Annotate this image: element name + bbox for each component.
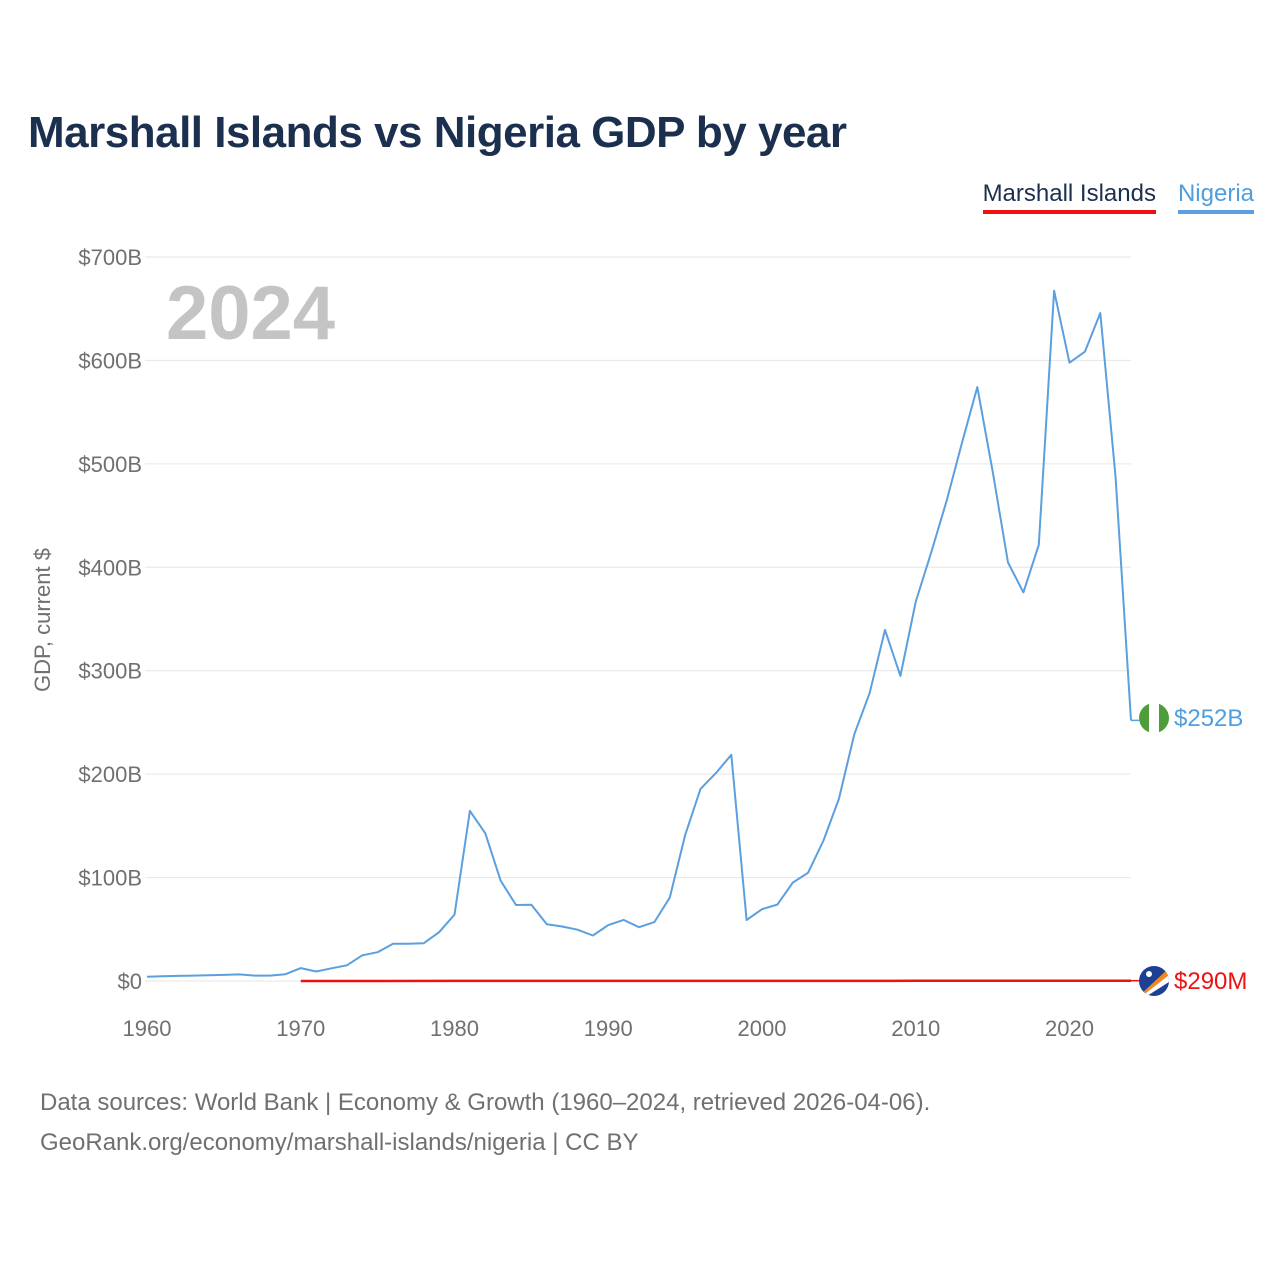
legend-item-marshall-islands[interactable]: Marshall Islands: [982, 180, 1156, 214]
y-tick-label: $600B: [78, 348, 142, 373]
legend-item-nigeria[interactable]: Nigeria: [1177, 180, 1254, 214]
x-tick-label: 2000: [738, 1016, 787, 1041]
y-tick-label: $700B: [78, 245, 142, 270]
source-line-1: Data sources: World Bank | Economy & Gro…: [40, 1089, 931, 1116]
end-label-nigeria: $252B: [1174, 705, 1243, 732]
x-tick-label: 2010: [891, 1016, 940, 1041]
source-line-2[interactable]: GeoRank.org/economy/marshall-islands/nig…: [40, 1129, 639, 1156]
y-tick-label: $100B: [78, 866, 142, 891]
y-tick-label: $200B: [78, 762, 142, 787]
source-note: Data sources: World Bank | Economy & Gro…: [40, 1083, 930, 1163]
y-axis-label: GDP, current $: [30, 548, 55, 692]
end-label-marshall-islands: $290M: [1174, 968, 1247, 995]
current-year-display: 2024: [166, 271, 335, 356]
gridlines: [145, 256, 1131, 982]
nigeria-flag-icon: [1139, 703, 1169, 733]
x-tick-label: 2020: [1045, 1016, 1094, 1041]
chart-title: Marshall Islands vs Nigeria GDP by year: [28, 108, 847, 157]
series-lines: [146, 289, 1139, 983]
y-tick-label: $400B: [78, 555, 142, 580]
legend: Marshall Islands Nigeria: [982, 180, 1254, 214]
x-axis-ticks: 1960 1970 1980 1990 2000 2010 2020: [123, 1016, 1094, 1041]
marshall-islands-flag-icon: [1139, 966, 1169, 996]
x-tick-label: 1980: [430, 1016, 479, 1041]
y-tick-label: $500B: [78, 452, 142, 477]
y-tick-label: $300B: [78, 659, 142, 684]
series-line-nigeria[interactable]: [146, 289, 1132, 978]
y-tick-label: $0: [118, 969, 142, 994]
x-tick-label: 1970: [276, 1016, 325, 1041]
x-tick-label: 1960: [123, 1016, 172, 1041]
x-tick-label: 1990: [584, 1016, 633, 1041]
y-axis-ticks: $0 $100B $200B $300B $400B $500B $600B $700B: [78, 245, 142, 994]
